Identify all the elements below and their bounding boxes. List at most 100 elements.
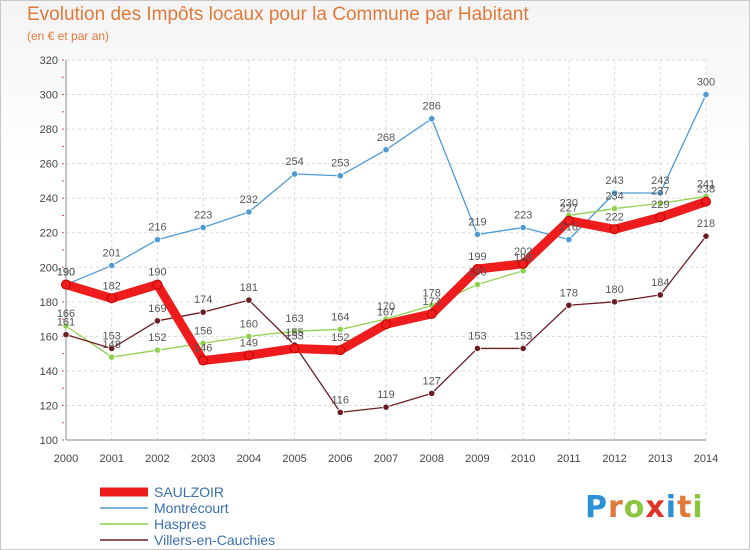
logo-letter: t	[677, 490, 693, 525]
data-label: 166	[57, 308, 75, 320]
data-label: 173	[423, 296, 441, 308]
data-point	[153, 317, 162, 325]
data-label: 153	[285, 330, 303, 342]
data-point	[610, 189, 619, 197]
data-point	[199, 308, 207, 316]
data-label: 160	[240, 318, 258, 330]
data-label: 146	[194, 343, 212, 355]
x-tick-label: 2010	[511, 453, 535, 465]
data-label: 198	[514, 253, 532, 265]
x-tick-label: 2009	[465, 453, 489, 465]
data-label: 190	[57, 267, 75, 279]
y-tick-label: 280	[40, 124, 58, 136]
data-label: 216	[560, 222, 578, 234]
data-point	[472, 264, 483, 274]
data-label: 222	[605, 211, 623, 223]
x-tick-label: 2007	[374, 453, 398, 465]
data-point	[382, 403, 390, 411]
data-label: 232	[240, 194, 258, 206]
data-label: 170	[377, 301, 395, 313]
data-label: 167	[377, 306, 395, 318]
data-point	[153, 346, 162, 354]
x-tick-label: 2008	[419, 453, 443, 465]
legend-label: Villers-en-Cauchies	[154, 532, 275, 548]
data-point	[108, 261, 116, 270]
x-tick-label: 2006	[328, 453, 352, 465]
y-tick-label: 320	[40, 55, 58, 67]
data-point	[519, 223, 527, 232]
data-point	[656, 199, 664, 207]
data-label: 253	[331, 158, 349, 170]
x-tick-label: 2014	[694, 453, 718, 465]
plot-area	[66, 60, 706, 440]
data-point	[108, 353, 116, 361]
data-point	[428, 115, 436, 123]
data-point	[106, 293, 117, 304]
logo-letter: x	[645, 490, 666, 525]
data-label: 219	[468, 216, 486, 228]
data-point	[610, 298, 619, 306]
data-label: 218	[697, 218, 715, 230]
data-point	[428, 389, 436, 397]
data-label: 178	[423, 287, 441, 299]
data-point	[245, 296, 253, 304]
data-label: 230	[560, 197, 578, 209]
data-point	[336, 408, 344, 416]
data-label: 238	[697, 184, 715, 196]
data-label: 174	[194, 294, 212, 306]
logo-letter: o	[623, 490, 646, 525]
data-point	[610, 204, 619, 213]
data-point	[199, 339, 207, 347]
y-tick-label: 220	[40, 228, 58, 240]
data-label: 286	[423, 101, 441, 113]
data-label: 181	[240, 282, 258, 294]
data-point	[565, 236, 573, 244]
y-tick-label: 300	[40, 90, 58, 102]
data-label: 227	[560, 203, 578, 215]
data-point	[701, 196, 711, 207]
logo-letter: P	[585, 490, 608, 525]
x-tick-label: 2001	[99, 453, 123, 465]
data-label: 190	[57, 267, 75, 279]
data-label: 152	[148, 332, 166, 344]
data-label: 216	[148, 222, 166, 234]
data-label: 153	[468, 330, 486, 342]
data-point	[473, 280, 482, 289]
data-label: 152	[331, 332, 349, 344]
data-point	[335, 345, 346, 356]
data-point	[655, 212, 666, 223]
data-point	[243, 350, 254, 361]
data-label: 234	[605, 191, 623, 203]
x-tick-label: 2012	[602, 453, 626, 465]
y-tick-label: 180	[40, 297, 58, 309]
data-point	[473, 230, 482, 239]
data-point	[702, 232, 710, 240]
y-tick-label: 200	[40, 262, 58, 274]
data-label: 163	[285, 313, 303, 325]
data-point	[518, 258, 529, 269]
data-label: 184	[651, 277, 669, 289]
x-tick-label: 2013	[648, 453, 672, 465]
y-tick-label: 120	[40, 400, 58, 412]
data-label: 180	[605, 284, 623, 296]
data-point	[62, 331, 70, 339]
data-point	[199, 223, 207, 232]
data-point	[563, 215, 574, 226]
x-tick-label: 2000	[54, 453, 78, 465]
y-tick-label: 100	[40, 435, 58, 447]
data-label: 243	[605, 175, 623, 187]
data-label: 223	[194, 210, 212, 222]
legend-label: Montrécourt	[154, 500, 229, 516]
x-tick-label: 2005	[282, 453, 306, 465]
data-label: 178	[560, 287, 578, 299]
logo-letter: r	[608, 490, 624, 525]
data-label: 148	[103, 339, 121, 351]
logo-letter: i	[665, 490, 678, 525]
data-label: 268	[377, 132, 395, 144]
data-label: 237	[651, 185, 669, 197]
data-label: 241	[697, 178, 715, 190]
chart-title: Evolution des Impôts locaux pour la Comm…	[27, 4, 529, 25]
y-tick-label: 260	[40, 159, 58, 171]
data-point	[426, 308, 437, 319]
